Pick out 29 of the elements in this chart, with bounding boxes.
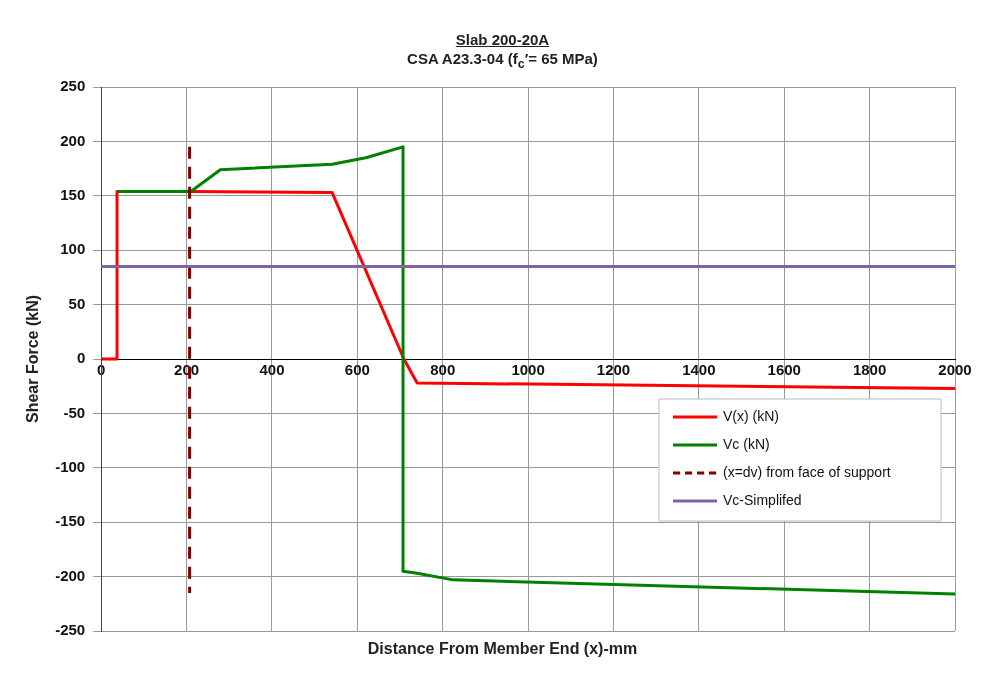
x-tick-label: 1800 [852,361,887,379]
y-tick-label: -50 [63,403,86,421]
y-tick-label: 250 [60,77,86,95]
x-tick-label: 2000 [938,361,972,379]
legend-label: Vc (kN) [723,435,770,452]
y-tick-label: 50 [68,294,86,312]
x-tick-label: 1600 [767,361,801,379]
x-axis-title: Distance From Member End (x)-mm [366,640,639,658]
y-tick-label: 100 [60,240,86,258]
x-tick-label: 1200 [596,361,631,379]
y-tick-label: -250 [55,621,86,639]
y-tick-label: -150 [55,512,86,530]
x-tick-label: 800 [430,361,456,379]
legend-label: Vc-Simplifed [723,491,802,508]
chart-subtitle: CSA A23.3-04 (f$_{c}$′= 65 MPa) [406,49,599,73]
legend-label: V(x) (kN) [723,407,779,424]
x-tick-label: 400 [259,361,285,379]
y-axis-title: Shear Force (kN) [24,294,42,424]
chart-title: Slab 200-20A [454,30,551,49]
y-tick-label: 0 [76,349,86,367]
x-tick-label: 1000 [511,361,545,379]
y-tick-label: -200 [55,566,86,584]
x-tick-label: 1400 [682,361,716,379]
x-tick-label: 600 [344,361,370,379]
y-tick-label: -100 [55,457,86,475]
y-tick-label: 150 [60,185,86,203]
y-tick-label: 200 [60,131,86,149]
legend-label: (x=dv) from face of support [723,463,891,480]
x-tick-label: 200 [174,361,200,379]
